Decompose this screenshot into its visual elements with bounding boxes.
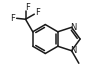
Text: F: F (35, 8, 40, 17)
Text: N: N (70, 23, 76, 32)
Text: N: N (70, 46, 76, 55)
Text: F: F (25, 3, 30, 12)
Text: F: F (10, 14, 15, 23)
